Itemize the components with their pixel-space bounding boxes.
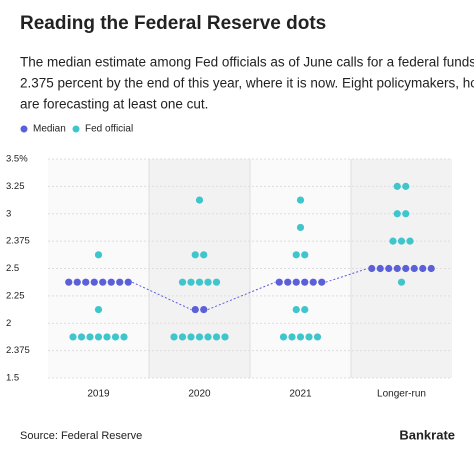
- median-line: [325, 268, 368, 283]
- official-dot: [86, 333, 94, 341]
- x-tick-label: 2020: [188, 389, 211, 400]
- x-tick-label: 2019: [87, 389, 110, 400]
- official-dot: [178, 333, 187, 341]
- legend-label: Median: [33, 124, 66, 135]
- legend-label: Fed official: [85, 124, 133, 135]
- official-dot: [187, 333, 195, 341]
- official-dot: [296, 223, 305, 232]
- official-dot: [305, 333, 313, 341]
- median-dot: [82, 278, 90, 286]
- official-dot: [296, 333, 305, 341]
- median-dot: [116, 278, 124, 286]
- official-dot: [94, 251, 103, 259]
- median-dot: [309, 278, 317, 286]
- official-dot: [191, 251, 199, 259]
- official-dot: [212, 333, 221, 341]
- legend-swatch: [72, 125, 80, 133]
- median-dot: [376, 264, 384, 273]
- y-tick-label: 2.25: [6, 290, 25, 301]
- y-tick-label: 3.25: [6, 181, 25, 192]
- median-dot: [200, 305, 208, 314]
- median-dot: [368, 264, 376, 273]
- official-dot: [187, 278, 195, 286]
- source: Source: Federal Reserve: [20, 430, 142, 442]
- official-dot: [170, 333, 178, 341]
- median-dot: [292, 278, 300, 286]
- official-dot: [212, 278, 221, 286]
- median-line: [132, 281, 192, 311]
- official-dot: [103, 333, 111, 341]
- brand-logo: Bankrate: [399, 427, 455, 442]
- median-dot: [318, 278, 326, 286]
- median-dot: [191, 305, 199, 314]
- median-dot: [99, 278, 107, 286]
- official-dot: [195, 278, 204, 286]
- official-dot: [120, 333, 128, 341]
- official-dot: [393, 182, 401, 190]
- median-dot: [275, 278, 283, 286]
- median-dot: [73, 278, 81, 286]
- official-dot: [301, 305, 309, 314]
- y-tick-label: 1.5: [6, 373, 19, 384]
- official-dot: [296, 196, 305, 204]
- median-dot: [65, 278, 73, 286]
- official-dot: [94, 305, 103, 314]
- x-tick-label: 2021: [289, 389, 312, 400]
- y-tick-label: 3: [6, 208, 11, 219]
- official-dot: [204, 278, 212, 286]
- official-dot: [393, 210, 401, 218]
- official-dot: [402, 210, 410, 218]
- official-dot: [200, 251, 208, 259]
- x-tick-label: Longer-run: [377, 389, 426, 400]
- legend-swatch: [20, 125, 28, 133]
- official-dot: [292, 251, 300, 259]
- median-dot: [410, 264, 418, 273]
- median-dot: [124, 278, 132, 286]
- official-dot: [94, 333, 103, 341]
- official-dot: [279, 333, 288, 341]
- official-dot: [204, 333, 212, 341]
- official-dot: [406, 237, 414, 245]
- official-dot: [195, 196, 204, 204]
- official-dot: [178, 278, 187, 286]
- official-dot: [397, 237, 406, 245]
- official-dot: [288, 333, 296, 341]
- y-tick-label: 2: [6, 318, 11, 329]
- subtitle: 2.375 percent by the end of this year, w…: [20, 76, 474, 91]
- median-line: [207, 281, 276, 311]
- official-dot: [221, 333, 229, 341]
- y-tick-label: 2.375: [6, 345, 30, 356]
- official-dot: [397, 278, 406, 286]
- median-dot: [419, 264, 427, 273]
- official-dot: [402, 182, 410, 190]
- median-dot: [284, 278, 292, 286]
- official-dot: [313, 333, 322, 341]
- median-dot: [107, 278, 115, 286]
- median-dot: [385, 264, 393, 273]
- median-dot: [402, 264, 410, 273]
- chart-title: Reading the Federal Reserve dots: [20, 13, 326, 34]
- median-dot: [393, 264, 401, 273]
- official-dot: [111, 333, 120, 341]
- official-dot: [292, 305, 300, 314]
- official-dot: [389, 237, 397, 245]
- y-tick-label: 2.5: [6, 263, 19, 274]
- median-dot: [90, 278, 98, 286]
- official-dot: [195, 333, 204, 341]
- y-tick-label: 2.375: [6, 236, 30, 247]
- subtitle: are forecasting at least one cut.: [20, 97, 208, 112]
- subtitle: The median estimate among Fed officials …: [20, 55, 474, 70]
- official-dot: [69, 333, 77, 341]
- median-dot: [301, 278, 309, 286]
- median-dot: [427, 264, 435, 273]
- official-dot: [77, 333, 86, 341]
- official-dot: [301, 251, 309, 259]
- y-tick-label: 3.5%: [6, 154, 28, 165]
